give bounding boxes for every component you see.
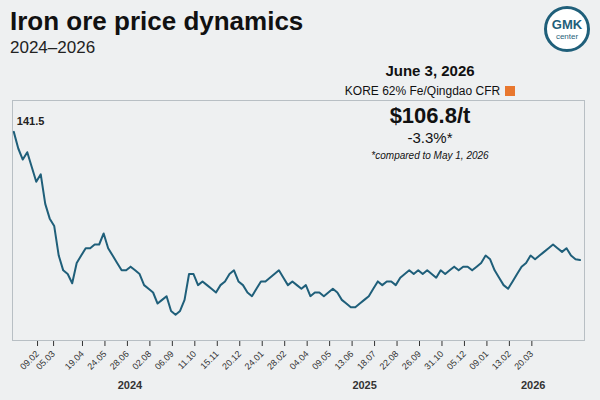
svg-text:09.02: 09.02: [18, 348, 41, 372]
svg-text:24.01: 24.01: [243, 349, 266, 372]
html-text:KORE 62% Fe/Qingdao CFR: KORE 62% Fe/Qingdao CFR: [344, 84, 501, 98]
svg-text:04.04: 04.04: [288, 349, 311, 372]
html-text:2024–2026: 2024–2026: [10, 38, 96, 57]
html-text:GMK: GMK: [551, 17, 583, 32]
svg-text:02.08: 02.08: [130, 349, 153, 372]
svg-text:26.09: 26.09: [400, 349, 423, 372]
svg-text:20.12: 20.12: [220, 349, 243, 372]
svg-text:11.10: 11.10: [176, 349, 199, 372]
svg-text:22.08: 22.08: [377, 349, 400, 372]
svg-text:09.01: 09.01: [467, 349, 490, 372]
svg-text:2026: 2026: [521, 379, 545, 391]
svg-text:05.12: 05.12: [445, 349, 468, 372]
svg-text:13.06: 13.06: [333, 349, 356, 372]
svg-text:06.09: 06.09: [153, 349, 176, 372]
svg-text:19.04: 19.04: [63, 349, 86, 372]
svg-text:28.02: 28.02: [265, 349, 288, 372]
svg-text:13.02: 13.02: [490, 349, 513, 372]
html-text:-3.3%*: -3.3%*: [407, 129, 453, 146]
html-text:$106.8/t: $106.8/t: [389, 103, 471, 128]
svg-text:20.03: 20.03: [512, 349, 535, 372]
html-text:*compared to May 1, 2026: *compared to May 1, 2026: [371, 150, 489, 161]
html-text:center: center: [555, 32, 579, 41]
svg-text:28.06: 28.06: [108, 349, 131, 372]
svg-text:09.05: 09.05: [310, 349, 333, 372]
svg-text:15.11: 15.11: [198, 349, 221, 372]
svg-text:05.03: 05.03: [34, 349, 57, 372]
svg-text:2024: 2024: [118, 379, 143, 391]
svg-text:18.07: 18.07: [355, 349, 378, 372]
html-text:Iron ore price dynamics: Iron ore price dynamics: [10, 6, 304, 36]
html-text:June 3, 2026: June 3, 2026: [385, 62, 475, 79]
svg-text:2025: 2025: [352, 379, 376, 391]
svg-text:24.05: 24.05: [85, 349, 108, 372]
svg-text:141.5: 141.5: [17, 115, 45, 127]
svg-text:31.10: 31.10: [422, 349, 445, 372]
